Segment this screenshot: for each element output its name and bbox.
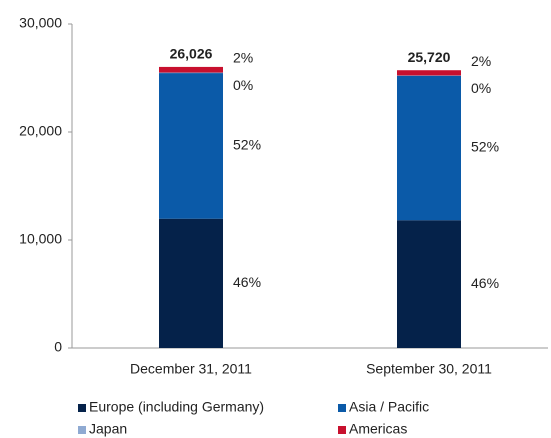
bar-segment [159,66,223,73]
legend-swatch [338,426,346,434]
bar-segment [397,75,461,221]
total-label: 25,720 [408,49,451,65]
bar-segment [397,220,461,348]
bar-segment [397,70,461,76]
value-label: 46% [233,274,261,290]
value-label: 52% [471,139,499,155]
bar-segment [159,73,223,219]
x-tick-label: December 31, 2011 [130,361,252,377]
legend-label: Europe (including Germany) [89,399,264,415]
legend-swatch [78,426,86,434]
total-label: 26,026 [170,46,213,62]
value-label: 52% [233,137,261,153]
value-label: 2% [233,50,253,66]
value-label: 46% [471,275,499,291]
legend-label: Asia / Pacific [349,399,429,415]
value-label: 0% [233,77,253,93]
y-tick-label: 30,000 [19,15,62,31]
value-label: 0% [471,80,491,96]
bar-segment [159,218,223,348]
x-tick-label: September 30, 2011 [366,361,492,377]
y-tick-label: 10,000 [19,231,62,247]
legend-label: Americas [349,421,407,437]
legend-swatch [338,404,346,412]
value-label: 2% [471,53,491,69]
y-tick-label: 0 [54,339,62,355]
bar-segment [159,72,223,74]
legend-swatch [78,404,86,412]
legend-label: Japan [89,421,127,437]
y-tick-label: 20,000 [19,123,62,139]
